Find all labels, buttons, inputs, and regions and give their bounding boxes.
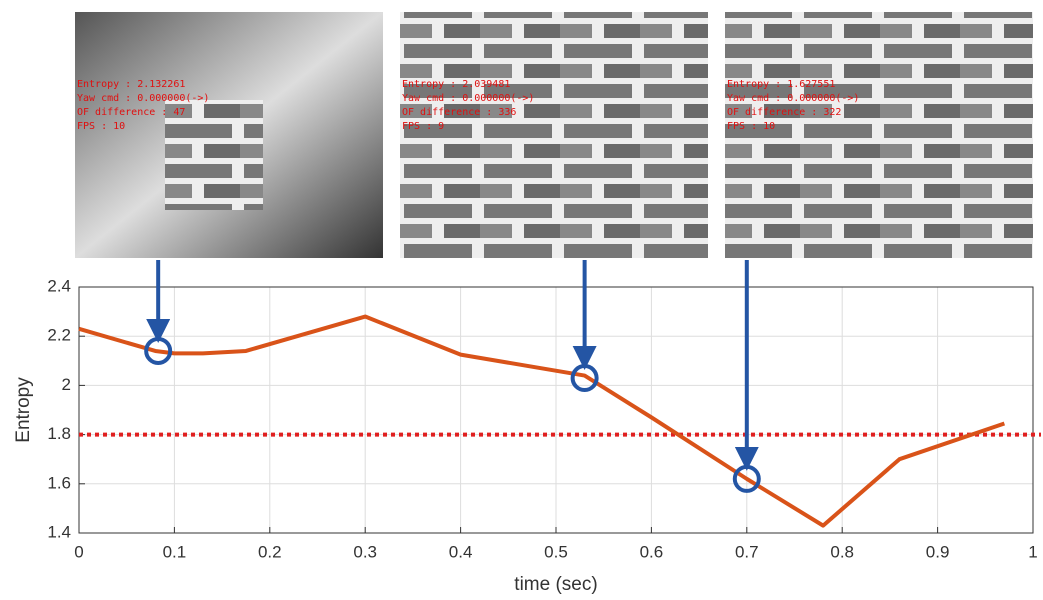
frame-overlay-text: FPS : 10	[727, 121, 775, 132]
frame-overlay-text: OF difference : 336	[402, 107, 516, 118]
y-tick-label: 1.4	[47, 522, 71, 541]
frame-overlay-text: Entropy : 2.132261	[77, 79, 185, 90]
x-tick-label: 1	[1028, 542, 1037, 561]
frame-overlay-text: Entropy : 1.627551	[727, 79, 835, 90]
x-tick-label: 0.9	[926, 542, 950, 561]
frame-overlay-text: Yaw cmd : 0.000000(->)	[77, 93, 209, 104]
data-line	[79, 317, 1004, 526]
frame-overlay-text: Entropy : 2.039481	[402, 79, 510, 90]
x-tick-label: 0.3	[353, 542, 377, 561]
frame-overlay-text: FPS : 9	[402, 121, 444, 132]
x-tick-label: 0.1	[163, 542, 187, 561]
x-tick-label: 0.4	[449, 542, 473, 561]
x-axis-label: time (sec)	[514, 574, 597, 595]
y-tick-label: 1.8	[47, 424, 71, 443]
frames: Entropy : 2.132261 Yaw cmd : 0.000000(->)…	[75, 12, 1033, 258]
frame-overlay-text: Yaw cmd : 0.000000(->)	[402, 93, 534, 104]
y-axis-label: Entropy	[13, 377, 34, 443]
frame-overlay-text: OF difference : 322	[727, 107, 841, 118]
marker-circle	[573, 366, 597, 390]
figure: Entropy : 2.132261 Yaw cmd : 0.000000(->)…	[0, 0, 1043, 600]
y-tick-label: 2.2	[47, 326, 71, 345]
x-tick-label: 0.6	[640, 542, 664, 561]
camera-frame	[725, 12, 1033, 258]
x-tick-label: 0.7	[735, 542, 759, 561]
y-tick-label: 2.4	[47, 276, 71, 295]
x-tick-label: 0.8	[830, 542, 854, 561]
frame-overlay-text: Yaw cmd : 0.000000(->)	[727, 93, 859, 104]
camera-frame	[400, 12, 708, 258]
x-tick-label: 0.2	[258, 542, 282, 561]
x-tick-label: 0	[74, 542, 83, 561]
frame-overlay-text: FPS : 10	[77, 121, 125, 132]
frame-overlay-text: OF difference : 47	[77, 107, 185, 118]
x-tick-label: 0.5	[544, 542, 568, 561]
y-tick-label: 2	[62, 375, 71, 394]
y-tick-label: 1.6	[47, 473, 71, 492]
